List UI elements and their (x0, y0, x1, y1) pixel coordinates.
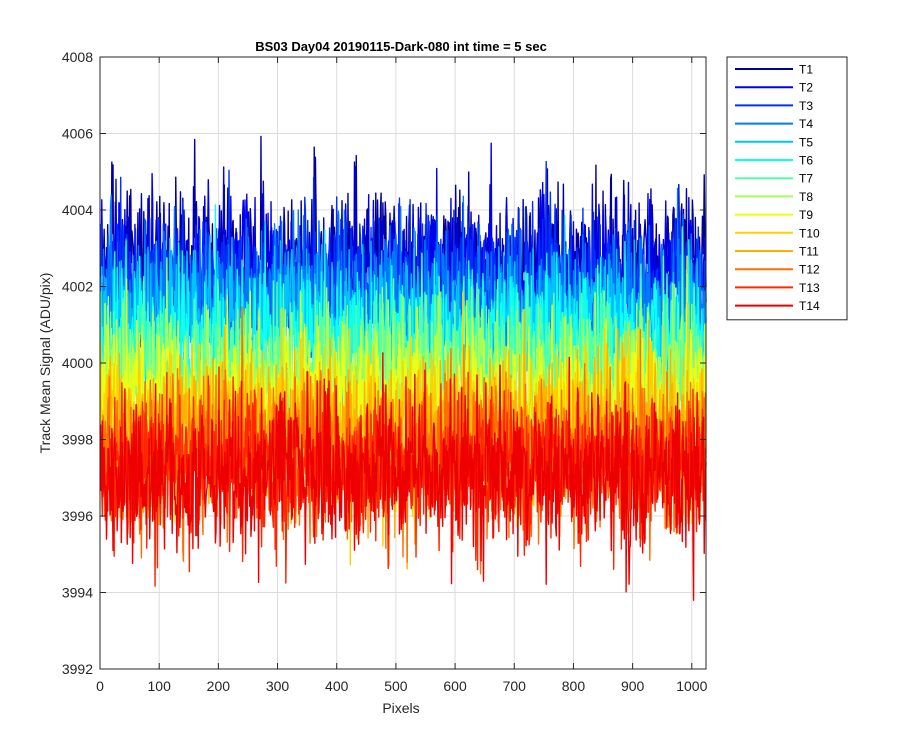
x-tick-label: 400 (325, 678, 349, 694)
y-tick-label: 4000 (62, 355, 93, 371)
legend-label: T14 (799, 299, 820, 313)
legend-label: T8 (799, 190, 813, 204)
x-tick-label: 100 (148, 678, 172, 694)
x-tick-label: 1000 (676, 678, 707, 694)
legend-box (726, 56, 848, 321)
legend-label: T1 (799, 63, 813, 77)
legend-label: T5 (799, 135, 813, 149)
legend-label: T4 (799, 117, 813, 131)
x-tick-label: 500 (384, 678, 408, 694)
x-tick-label: 300 (266, 678, 290, 694)
y-tick-label: 4002 (62, 279, 93, 295)
legend-label: T11 (799, 245, 819, 259)
series-lines (99, 135, 707, 601)
y-tick-label: 3992 (62, 661, 93, 677)
y-tick-label: 4006 (62, 126, 93, 142)
legend: T1 T2 T3 T4 T5 T6 T7 T8 T9 T10 T11 T12 T13 T14 (726, 56, 848, 321)
x-tick-label: 900 (621, 678, 645, 694)
y-tick-label: 4008 (62, 49, 93, 65)
x-tick-label: 700 (503, 678, 527, 694)
y-tick-label: 3996 (62, 508, 93, 524)
y-tick-label: 4004 (62, 202, 93, 218)
legend-label: T3 (799, 99, 813, 113)
x-tick-label: 800 (562, 678, 586, 694)
legend-label: T6 (799, 154, 813, 168)
x-tick-label: 600 (443, 678, 467, 694)
y-axis-label: Track Mean Signal (ADU/pix) (37, 273, 53, 454)
legend-label: T2 (799, 81, 813, 95)
x-tick-label: 0 (96, 678, 104, 694)
series-line-t14 (99, 352, 707, 601)
legend-label: T13 (799, 281, 820, 295)
axes: 0 100 200 300 400 500 600 700 800 900 1000 3992 3994… (62, 49, 708, 694)
legend-label: T12 (799, 263, 820, 277)
y-tick-label: 3994 (62, 585, 93, 601)
legend-label: T7 (799, 172, 813, 186)
y-tick-label: 3998 (62, 432, 93, 448)
chart-title: BS03 Day04 20190115-Dark-080 int time = … (255, 39, 547, 54)
x-axis-label: Pixels (382, 700, 419, 716)
legend-label: T10 (799, 226, 820, 240)
legend-label: T9 (799, 208, 813, 222)
x-tick-label: 200 (207, 678, 231, 694)
